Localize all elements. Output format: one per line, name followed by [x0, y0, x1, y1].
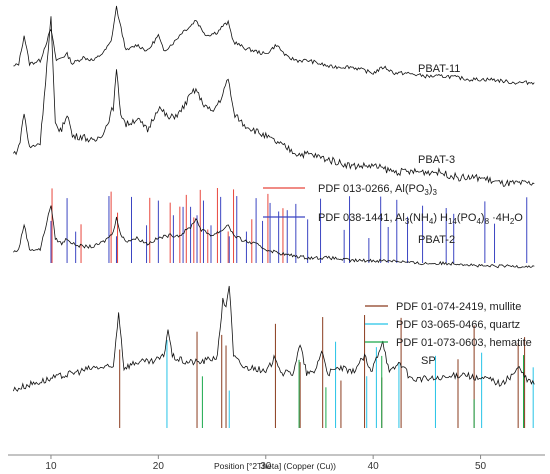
reference-lines	[50, 188, 534, 428]
x-tick-label: 10	[45, 461, 57, 472]
legend-label-quartz: PDF 03-065-0466, quartz	[396, 319, 520, 331]
series-line-pbat-2	[13, 205, 535, 269]
legend-label-mullite: PDF 01-074-2419, mullite	[396, 301, 521, 313]
series-label-pbat-3: PBAT-3	[418, 154, 455, 166]
pattern-series	[13, 5, 535, 392]
x-tick-label: 30	[260, 461, 272, 472]
legend-minerals: PDF 01-074-2419, mullite PDF 03-065-0466…	[365, 301, 532, 349]
x-tick-label: 20	[153, 461, 165, 472]
legend-label-hematite: PDF 01-073-0603, hematite	[396, 337, 532, 349]
series-label-sp: SP	[421, 355, 436, 367]
legend-phosphates: PDF 013-0266, Al(PO3)3 PDF 038-1441, Al3…	[263, 183, 523, 226]
x-tick-label: 50	[475, 461, 487, 472]
x-axis: 10 20 30 40 50 Position [°2Theta] (Copper (C…	[8, 454, 545, 472]
series-line-pbat-3	[13, 16, 535, 187]
x-tick-label: 40	[368, 461, 380, 472]
series-label-pbat-11: PBAT-11	[418, 63, 460, 75]
legend-label-al-nh4-phosphate: PDF 038-1441, Al3(NH4) H14(PO4)8 ·4H2O	[318, 212, 523, 226]
series-line-sp	[13, 285, 535, 392]
x-axis-ticks: 10 20 30 40 50	[45, 455, 487, 472]
x-axis-title: Position [°2Theta] (Copper (Cu))	[214, 461, 336, 471]
series-label-pbat-2: PBAT-2	[418, 234, 455, 246]
series-line-pbat-11	[13, 5, 535, 86]
legend-label-alpo3: PDF 013-0266, Al(PO3)3	[318, 183, 438, 197]
